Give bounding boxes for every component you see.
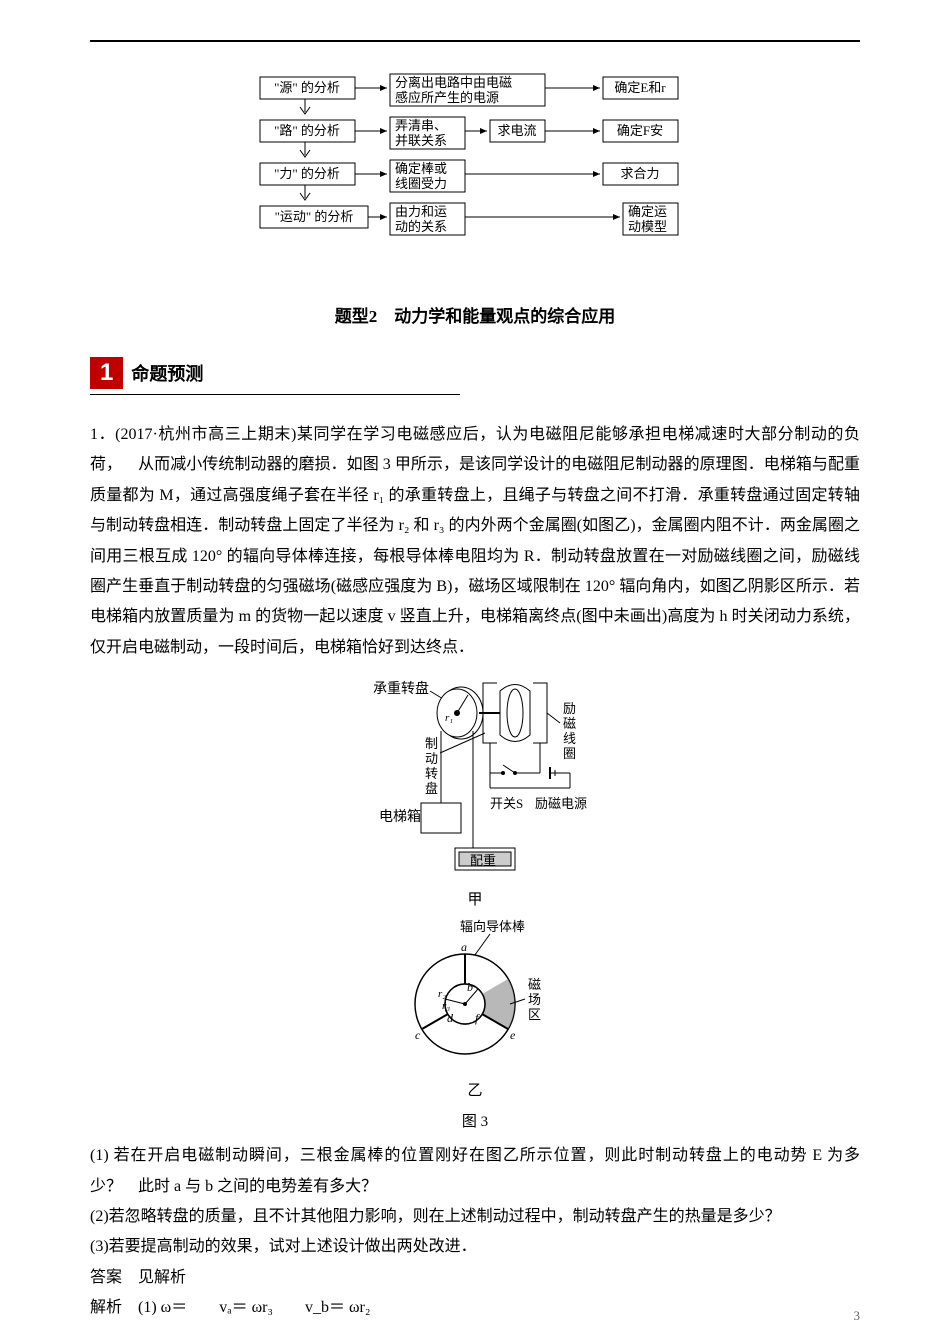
label-diantixiang: 电梯箱: [379, 809, 421, 825]
questions: (1) 若在开启电磁制动瞬间，三根金属棒的位置刚好在图乙所示位置，则此时制动转盘…: [90, 1141, 860, 1323]
problem-body: 1．(2017·杭州市高三上期末)某同学在学习电磁感应后，认为电磁阻尼能够承担电…: [90, 420, 860, 663]
flow-r2-mid1: 弄清串、: [395, 118, 447, 133]
label-d: d: [447, 1011, 454, 1025]
caption-jia: 甲: [90, 888, 860, 909]
label-r2: r₂: [438, 988, 446, 1000]
flow-r2-midright: 求电流: [497, 123, 536, 138]
label-licidianyuan: 励磁电源: [535, 796, 587, 811]
flow-r2-left: "路" 的分析: [274, 123, 340, 138]
heading-bar: 1 命题预测: [90, 357, 860, 389]
label-r1: r₁: [445, 712, 453, 724]
flow-r1-right: 确定E和r: [614, 80, 666, 95]
label-cichang-0: 磁: [528, 977, 541, 992]
flow-r4-mid2: 动的关系: [395, 219, 447, 234]
flow-r4-right1: 确定运: [628, 204, 667, 219]
figure-yi-svg: 辐向导体棒 a b c d e f r₂ r₃ 磁 场 区: [360, 919, 590, 1069]
label-lici-2: 线: [563, 731, 576, 746]
flow-r3-mid2: 线圈受力: [395, 176, 447, 191]
figure-yi: 辐向导体棒 a b c d e f r₂ r₃ 磁 场 区: [90, 919, 860, 1069]
flow-r3-left: "力" 的分析: [274, 166, 340, 181]
caption-yi: 乙: [90, 1079, 860, 1100]
label-cichang-2: 区: [528, 1007, 541, 1022]
label-b: b: [467, 980, 473, 994]
page-number: 3: [854, 1308, 861, 1324]
flow-r2-right: 确定F安: [617, 123, 663, 138]
label-cichang-1: 场: [528, 992, 541, 1007]
flow-r4-left: "运动" 的分析: [275, 209, 354, 224]
flow-r3-right: 求合力: [620, 166, 659, 181]
label-c: c: [415, 1028, 421, 1042]
label-chengzhong: 承重转盘: [373, 680, 429, 697]
caption-tu3: 图 3: [90, 1110, 860, 1131]
label-zhidong-3: 盘: [425, 781, 438, 796]
flow-r1-mid1: 分离出电路中由电磁: [395, 75, 512, 90]
label-a: a: [461, 940, 467, 954]
answer: 答案 见解析: [90, 1263, 860, 1293]
label-zhidong-2: 转: [425, 766, 438, 781]
label-zhidong-0: 制: [425, 736, 438, 751]
flowchart-svg: "源" 的分析 分离出电路中由电磁 感应所产生的电源 确定E和r "路" 的分析…: [255, 72, 695, 262]
q3: (3)若要提高制动的效果，试对上述设计做出两处改进．: [90, 1232, 860, 1262]
q2: (2)若忽略转盘的质量，且不计其他阻力影响，则在上述制动过程中，制动转盘产生的热…: [90, 1202, 860, 1232]
label-e: e: [510, 1028, 516, 1042]
label-zhidong-1: 动: [425, 751, 438, 766]
heading-number: 1: [90, 357, 123, 389]
label-lici-1: 磁: [563, 716, 576, 731]
label-lici-3: 圈: [563, 746, 576, 761]
figure-jia-svg: 承重转盘 r₁ 电梯箱 配重 制 动 转 盘 励 磁 线 圈: [315, 673, 635, 878]
problem-p1: 1．(2017·杭州市高三上期末)某同学在学习电磁感应后，认为电磁阻尼能够承担电…: [90, 420, 860, 663]
label-peizhong: 配重: [470, 853, 496, 868]
flow-r4-mid1: 由力和运: [395, 204, 447, 219]
section-title-2: 题型2 动力学和能量观点的综合应用: [90, 302, 860, 327]
label-kaiguan: 开关S: [490, 796, 523, 811]
label-r3: r₃: [442, 1000, 450, 1012]
label-lici-0: 励: [563, 701, 576, 716]
q1: (1) 若在开启电磁制动瞬间，三根金属棒的位置刚好在图乙所示位置，则此时制动转盘…: [90, 1141, 860, 1202]
flow-r2-mid2: 并联关系: [395, 133, 447, 148]
flow-r3-mid1: 确定棒或: [395, 161, 447, 176]
figure-jia: 承重转盘 r₁ 电梯箱 配重 制 动 转 盘 励 磁 线 圈: [90, 673, 860, 878]
heading-text: 命题预测: [131, 360, 203, 386]
top-rule: [90, 40, 860, 42]
flow-r1-mid2: 感应所产生的电源: [395, 90, 499, 105]
heading-underline: [90, 394, 460, 395]
flow-r4-right2: 动模型: [628, 219, 667, 234]
analysis: 解析 (1) ω＝ vₐ＝ ωr₃ v_b＝ ωr₂: [90, 1293, 860, 1323]
flowchart-container: "源" 的分析 分离出电路中由电磁 感应所产生的电源 确定E和r "路" 的分析…: [90, 72, 860, 262]
label-fuxiang: 辐向导体棒: [460, 919, 525, 934]
flow-r1-left: "源" 的分析: [274, 80, 340, 95]
